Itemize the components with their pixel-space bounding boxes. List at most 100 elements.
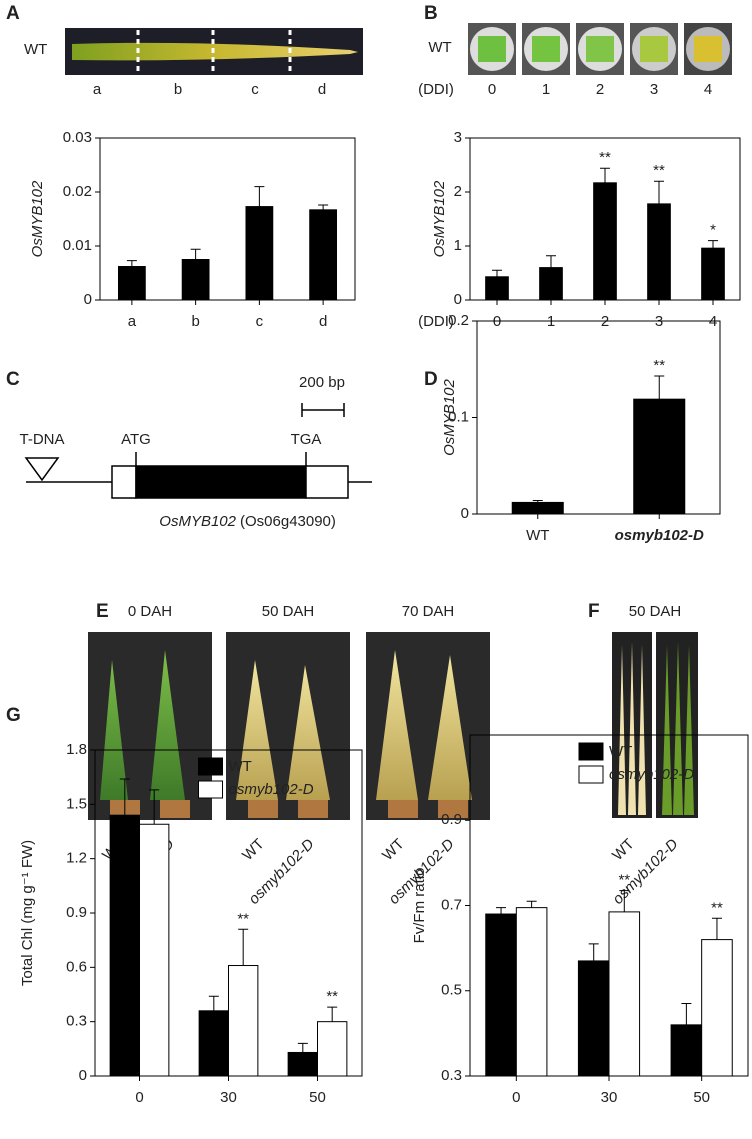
bar [181, 259, 210, 301]
bar [228, 965, 259, 1077]
panel-letter: D [424, 369, 438, 390]
y-tick-label: 0.7 [441, 896, 462, 913]
bar [485, 276, 509, 301]
y-axis-label: OsMYB102 [441, 378, 458, 455]
y-axis-label: OsMYB102 [29, 180, 46, 257]
error-bar [318, 204, 329, 210]
x-tick-label: c [256, 313, 264, 330]
bar [670, 1024, 703, 1077]
y-tick-label: 0.6 [66, 958, 87, 975]
start-codon: ATG [121, 431, 151, 448]
x-tick-label: 0 [135, 1089, 143, 1106]
bar [701, 247, 725, 301]
y-axis-label: Total Chl (mg g⁻¹ FW) [19, 840, 36, 986]
time-label: 70 DAH [402, 603, 455, 620]
error-bar [492, 269, 502, 277]
leaf-photos [612, 632, 698, 818]
legend-label: osmyb102-D [229, 781, 314, 798]
bar [511, 501, 564, 515]
plant-photos [88, 632, 490, 820]
panel-letter: C [6, 369, 20, 390]
error-bar [190, 248, 201, 260]
legend-label: WT [609, 743, 632, 760]
time-label: 0 DAH [128, 603, 172, 620]
segment-label: c [251, 81, 259, 98]
line-label: WT [24, 41, 47, 58]
error-bar [600, 167, 610, 183]
error-bar [119, 778, 130, 816]
error-bar [654, 180, 664, 204]
legend-swatch [198, 780, 223, 799]
error-bar [297, 1042, 308, 1053]
bar [701, 939, 733, 1077]
panel-letter: F [588, 601, 600, 622]
y-tick-label: 1.2 [66, 850, 87, 867]
y-axis-label: OsMYB102 [431, 180, 448, 257]
y-tick-label: 0 [461, 505, 469, 522]
cut-lines [136, 30, 292, 73]
y-tick-label: 3 [454, 129, 462, 146]
y-tick-label: 0.02 [63, 183, 92, 200]
error-bar [546, 255, 556, 268]
error-bar [708, 240, 718, 249]
y-tick-label: 0.9 [66, 904, 87, 921]
bar [539, 267, 563, 301]
significance: ** [326, 988, 338, 1005]
y-tick-label: 0.3 [441, 1067, 462, 1084]
x-tick-label: 50 [693, 1089, 710, 1106]
y-tick-label: 0.3 [66, 1013, 87, 1030]
bar [309, 209, 338, 301]
panel-letter: G [6, 705, 21, 726]
significance: ** [653, 162, 665, 179]
significance: ** [653, 357, 665, 374]
legend-label: WT [229, 758, 252, 775]
error-bar [149, 789, 160, 825]
time-label: 50 DAH [629, 603, 682, 620]
y-tick-label: 0.1 [448, 408, 469, 425]
significance: ** [618, 872, 630, 889]
error-bar [654, 375, 665, 400]
segment-label: d [318, 81, 326, 98]
day-label: 1 [542, 81, 550, 98]
y-tick-label: 1 [454, 237, 462, 254]
y-tick-label: 0.2 [448, 312, 469, 329]
axis-label: (DDI) [418, 81, 454, 98]
bar [109, 814, 140, 1077]
y-tick-label: 0.03 [63, 129, 92, 146]
x-tick-label: 30 [601, 1089, 618, 1106]
significance: ** [599, 149, 611, 166]
bar [593, 182, 617, 301]
bar [245, 206, 274, 301]
plot-frame [99, 137, 356, 301]
y-tick-label: 0.5 [441, 982, 462, 999]
error-bar [711, 917, 722, 940]
line-label: WT [379, 836, 408, 865]
x-tick-label: d [319, 313, 327, 330]
y-tick-label: 0 [79, 1067, 87, 1084]
gene-diagram [24, 403, 372, 499]
bar [117, 266, 146, 301]
bar [287, 1051, 319, 1077]
leaf [72, 42, 358, 61]
bar [317, 1021, 348, 1077]
panel-letter: B [424, 3, 438, 24]
y-tick-label: 0.9 [441, 811, 462, 828]
x-tick-label: b [191, 313, 199, 330]
error-bar [238, 928, 249, 966]
y-tick-label: 0 [454, 291, 462, 308]
y-tick-label: 1.8 [66, 741, 87, 758]
panel-letter: E [96, 601, 109, 622]
day-label: 0 [488, 81, 496, 98]
error-bar [208, 995, 219, 1011]
significance: ** [711, 899, 723, 916]
error-bar [327, 1006, 338, 1022]
stop-codon: TGA [291, 431, 322, 448]
bar [608, 911, 641, 1077]
error-bar [526, 900, 537, 908]
error-bar [254, 186, 265, 207]
day-label: 2 [596, 81, 604, 98]
error-bar [681, 1003, 692, 1025]
y-tick-label: 0.01 [63, 237, 92, 254]
error-bar [532, 499, 543, 503]
bar [139, 823, 170, 1077]
